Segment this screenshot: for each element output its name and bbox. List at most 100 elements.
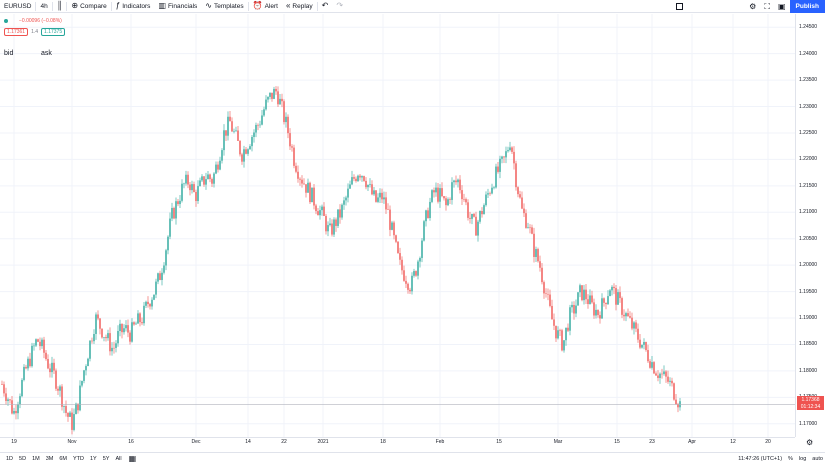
candle-body [291, 146, 293, 148]
candle-body [601, 298, 603, 319]
candle-body [333, 219, 335, 235]
candle-body [355, 178, 357, 182]
indicators-button[interactable]: ƒ Indicators [112, 0, 155, 13]
range-button-1y[interactable]: 1Y [89, 455, 97, 462]
candle-body [441, 188, 443, 197]
publish-button[interactable]: Publish [789, 0, 825, 13]
candle-body [371, 184, 373, 195]
candle-body [501, 156, 503, 159]
fullscreen-toggle[interactable] [676, 3, 683, 10]
redo-button[interactable]: ↷ [332, 0, 347, 13]
candle-body [537, 249, 539, 262]
range-button-5d[interactable]: 5D [19, 455, 27, 462]
candle-body [345, 197, 347, 201]
time-tick-label: Mar [553, 439, 563, 445]
candle-body [629, 316, 631, 318]
financials-label: Financials [168, 2, 198, 10]
candle-body [393, 222, 395, 236]
time-axis[interactable]: 19 Nov 16 Dec 14 22 2021 18 Feb 15 Mar 15 23 Apr 12 20 [0, 437, 795, 447]
price-axis[interactable]: 1.24500 1.24000 1.23500 1.23000 1.22500 1.220… [795, 14, 825, 437]
candle-body [265, 99, 267, 110]
interval-selector[interactable]: 4h [36, 0, 51, 13]
price-tick-label: 1.24500 [799, 24, 818, 31]
price-chart[interactable] [0, 14, 795, 437]
candle-body [105, 337, 107, 339]
clock-label[interactable]: 11:47:26 (UTC+1) [738, 456, 783, 462]
candle-body [169, 218, 171, 237]
candle-body [259, 124, 261, 126]
chart-settings-icon[interactable]: ⚙ [806, 438, 814, 447]
candle-body [401, 259, 403, 271]
symbol-search[interactable]: EURUSD [0, 0, 35, 13]
candle-body [211, 179, 213, 184]
range-button-all[interactable]: All [115, 455, 122, 462]
candle-body [7, 399, 9, 401]
range-button-3m[interactable]: 3M [45, 455, 54, 462]
candle-body [623, 314, 625, 317]
candle-body [385, 197, 387, 210]
bid-study-label[interactable]: bid [4, 50, 14, 57]
candle-body [585, 289, 587, 300]
compare-button[interactable]: ⊕ Compare [67, 0, 110, 13]
candle-body [363, 176, 365, 181]
candle-body [61, 386, 63, 407]
undo-button[interactable]: ↶ [318, 0, 333, 13]
candle-body [517, 187, 519, 195]
candle-body [237, 130, 239, 141]
candle-body [225, 130, 227, 136]
candle-body [515, 163, 517, 188]
range-button-ytd[interactable]: YTD [72, 455, 84, 462]
candle-body [607, 296, 609, 305]
auto-toggle[interactable]: auto [812, 456, 823, 462]
range-button-1m[interactable]: 1M [32, 455, 40, 462]
candle-body [521, 197, 523, 209]
financials-button[interactable]: ▥ Financials [154, 0, 201, 13]
candle-body [163, 265, 165, 273]
candle-body [165, 250, 167, 266]
candle-body [191, 184, 193, 191]
bottom-toolbar: 1D 5D 1M 3M 6M YTD 1Y 5Y All ▦ 11:47:26 (UTC+1) … [0, 452, 825, 464]
candle-body [213, 173, 215, 184]
candle-body [313, 187, 315, 206]
bar-style-button[interactable]: ║ [53, 0, 67, 13]
percent-toggle[interactable]: % [788, 456, 793, 462]
snapshot-button[interactable]: ▣ [774, 0, 790, 13]
fullscreen-button[interactable]: ⛶ [760, 0, 774, 13]
candle-body [621, 298, 623, 315]
candle-body [349, 184, 351, 189]
candle-body [569, 307, 571, 331]
candle-body [493, 187, 495, 189]
candle-body [413, 271, 415, 276]
range-button-1d[interactable]: 1D [6, 455, 14, 462]
candle-body [89, 340, 91, 359]
ask-study-label[interactable]: ask [41, 50, 52, 57]
candle-body [179, 200, 181, 205]
interval-label: 4h [40, 2, 48, 10]
spread-value: 1.4 [31, 29, 39, 35]
candle-body [319, 210, 321, 216]
templates-button[interactable]: ∿ Templates [201, 0, 247, 13]
log-toggle[interactable]: log [798, 456, 807, 462]
candle-body [513, 151, 515, 164]
candle-body [145, 301, 147, 306]
range-button-6m[interactable]: 6M [59, 455, 67, 462]
candle-body [53, 362, 55, 371]
candle-body [635, 322, 637, 329]
candle-body [657, 375, 659, 378]
alert-button[interactable]: ⏰ Alert [249, 0, 282, 13]
time-tick-label: Dec [191, 439, 201, 445]
sell-price[interactable]: 1.17361 [4, 28, 29, 36]
candle-body [541, 267, 543, 283]
settings-button[interactable]: ⚙ [745, 0, 760, 13]
price-tick-label: 1.22000 [799, 156, 818, 163]
candle-body [675, 399, 677, 405]
goto-date-button[interactable]: ▦ [129, 454, 137, 463]
replay-button[interactable]: «Replay [282, 0, 317, 13]
candle-body [505, 151, 507, 158]
candle-body [663, 371, 665, 375]
candle-body [605, 302, 607, 305]
candle-body [197, 186, 199, 202]
range-button-5y[interactable]: 5Y [102, 455, 110, 462]
buy-price[interactable]: 1.17375 [41, 28, 66, 36]
candle-body [159, 273, 161, 280]
